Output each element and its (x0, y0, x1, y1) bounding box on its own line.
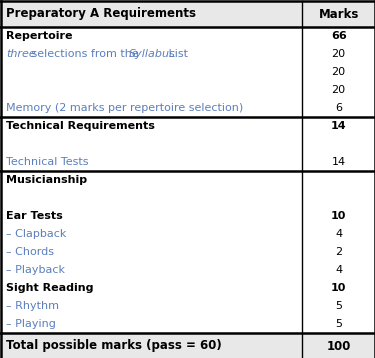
Text: 20: 20 (332, 49, 346, 59)
Text: 5: 5 (335, 301, 342, 311)
Bar (0, 333, 375, 358)
Text: 4: 4 (335, 229, 342, 239)
Text: Technical Tests: Technical Tests (6, 157, 88, 167)
Bar (0, 1, 375, 27)
Text: Memory (2 marks per repertoire selection): Memory (2 marks per repertoire selection… (6, 103, 243, 113)
Text: Technical Requirements: Technical Requirements (6, 121, 155, 131)
Text: 4: 4 (335, 265, 342, 275)
Text: Marks: Marks (318, 8, 359, 20)
Text: 66: 66 (331, 31, 346, 41)
Text: 100: 100 (326, 339, 351, 353)
Text: List: List (165, 49, 188, 59)
Text: 20: 20 (332, 67, 346, 77)
Text: 10: 10 (331, 283, 346, 293)
Text: 14: 14 (331, 121, 346, 131)
Text: Sight Reading: Sight Reading (6, 283, 93, 293)
Text: – Playing: – Playing (6, 319, 56, 329)
Text: 2: 2 (335, 247, 342, 257)
Text: three: three (6, 49, 36, 59)
Text: 14: 14 (332, 157, 346, 167)
Text: – Clapback: – Clapback (6, 229, 66, 239)
Text: Syllabus: Syllabus (129, 49, 176, 59)
Text: 10: 10 (331, 211, 346, 221)
Text: 20: 20 (332, 85, 346, 95)
Text: – Rhythm: – Rhythm (6, 301, 59, 311)
Text: Total possible marks (pass = 60): Total possible marks (pass = 60) (6, 339, 222, 353)
Text: Musicianship: Musicianship (6, 175, 87, 185)
Text: Ear Tests: Ear Tests (6, 211, 63, 221)
Text: 6: 6 (335, 103, 342, 113)
Text: – Chords: – Chords (6, 247, 54, 257)
Text: Repertoire: Repertoire (6, 31, 72, 41)
Text: selections from the: selections from the (28, 49, 143, 59)
Text: 5: 5 (335, 319, 342, 329)
Text: Preparatory A Requirements: Preparatory A Requirements (6, 8, 196, 20)
Text: – Playback: – Playback (6, 265, 65, 275)
